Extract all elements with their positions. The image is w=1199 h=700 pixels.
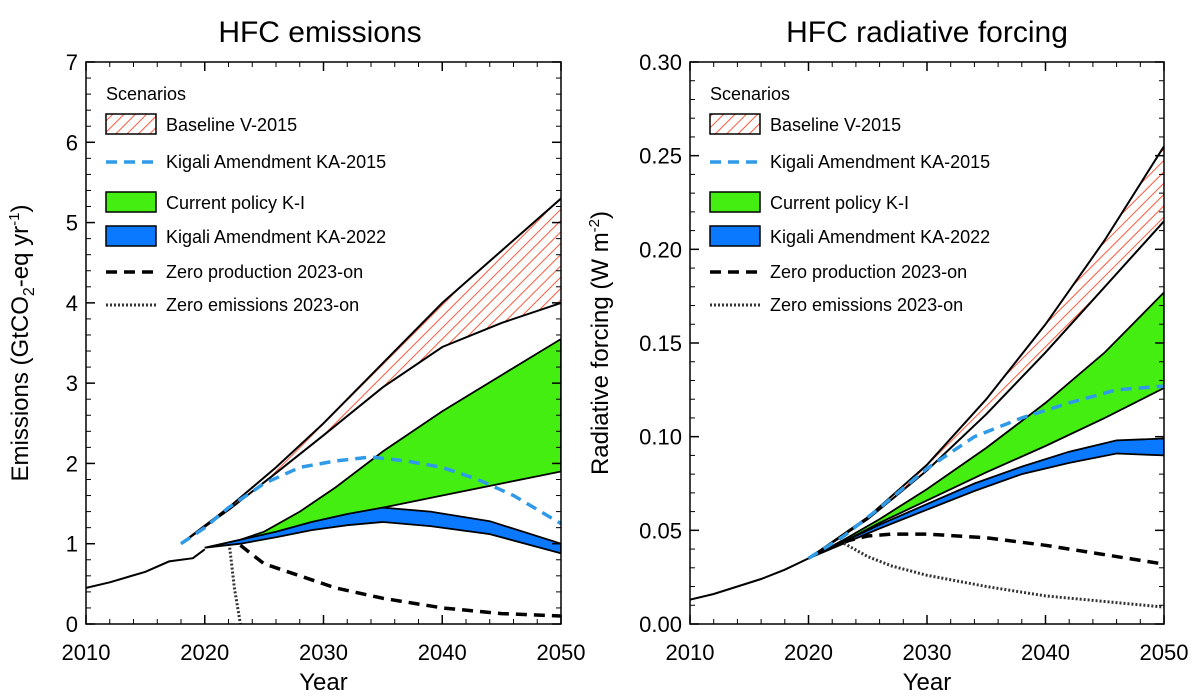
legend-label: Kigali Amendment KA-2015 [770, 152, 990, 172]
y-axis-label: Emissions (GtCO2-eq yr-1) [6, 205, 38, 482]
y-tick-label: 1 [66, 532, 78, 557]
x-tick-label: 2040 [418, 640, 467, 665]
x-tick-label: 2030 [299, 640, 348, 665]
y-tick-label: 2 [66, 451, 78, 476]
zero-production-line [239, 543, 561, 618]
history-line [86, 548, 206, 589]
plot-area [690, 145, 1164, 609]
legend-label: Zero production 2023-on [166, 262, 363, 282]
y-tick-label: 0.25 [639, 144, 682, 169]
y-tick-label: 0.10 [639, 425, 682, 450]
y-tick-label: 0.00 [639, 612, 682, 637]
legend-label: Kigali Amendment KA-2022 [166, 227, 386, 247]
baseline-band [181, 198, 561, 544]
legend-title: Scenarios [106, 84, 186, 104]
y-tick-label: 0 [66, 612, 78, 637]
x-tick-label: 2050 [537, 640, 586, 665]
zero-emissions-line [228, 547, 242, 624]
legend-title: Scenarios [710, 84, 790, 104]
legend-label: Zero production 2023-on [770, 262, 967, 282]
legend: Scenarios Baseline V-2015 Kigali Amendment… [105, 84, 386, 315]
plot-area [86, 197, 561, 624]
legend-swatch-ka2022 [105, 225, 157, 247]
y-tick-label: 6 [66, 130, 78, 155]
x-tick-label: 2020 [784, 640, 833, 665]
zero-production-line [843, 532, 1164, 566]
plot-frame [689, 61, 1165, 625]
current-policy-band [808, 291, 1164, 560]
x-tick-label: 2030 [903, 640, 952, 665]
legend-label: Kigali Amendment KA-2015 [166, 152, 386, 172]
ka2022-band [808, 437, 1164, 560]
chart-panel-2: HFC radiative forcing Year Radiative forci… [586, 16, 1189, 696]
y-tick-label: 0.20 [639, 237, 682, 262]
y-tick-label: 0.15 [639, 331, 682, 356]
baseline-upper-line [180, 197, 561, 545]
x-tick-label: 2020 [180, 640, 229, 665]
chart-title: HFC emissions [218, 16, 421, 49]
legend-swatch-baseline [709, 113, 761, 135]
chart-title: HFC radiative forcing [786, 16, 1068, 49]
zero-emissions-line [843, 542, 1164, 609]
legend-label: Current policy K-I [166, 193, 305, 213]
legend-label: Baseline V-2015 [166, 115, 297, 135]
ka2015-line [807, 384, 1164, 560]
legend-label: Current policy K-I [770, 193, 909, 213]
legend-label: Kigali Amendment KA-2022 [770, 227, 990, 247]
baseline-lower-line [180, 301, 561, 545]
x-tick-label: 2010 [666, 640, 715, 665]
x-tick-label: 2050 [1140, 640, 1189, 665]
y-tick-label: 0.05 [639, 518, 682, 543]
legend-label: Baseline V-2015 [770, 115, 901, 135]
y-tick-label: 3 [66, 371, 78, 396]
x-tick-label: 2040 [1021, 640, 1070, 665]
y-tick-label: 5 [66, 211, 78, 236]
legend-swatch-current-policy [105, 191, 157, 213]
ka2022-band [204, 506, 561, 555]
legend-swatch-current-policy [709, 191, 761, 213]
legend: Scenarios Baseline V-2015 Kigali Amendment… [709, 84, 990, 315]
y-tick-label: 4 [66, 291, 78, 316]
legend-label: Zero emissions 2023-on [166, 295, 359, 315]
chart-panel-1: HFC emissions Year Emissions (GtCO2-eq yr-… [6, 16, 586, 696]
x-tick-label: 2010 [62, 640, 111, 665]
ka2015-line [180, 455, 561, 546]
y-tick-label: 0.30 [639, 50, 682, 75]
legend-swatch-ka2022 [709, 225, 761, 247]
y-axis-label: Radiative forcing (W m-2) [586, 211, 614, 475]
x-axis-label: Year [903, 669, 952, 695]
legend-swatch-baseline [105, 113, 157, 135]
plot-frame [85, 61, 562, 625]
history-line [690, 557, 809, 601]
baseline-lower-line [807, 220, 1164, 560]
legend-label: Zero emissions 2023-on [770, 295, 963, 315]
y-tick-label: 7 [66, 50, 78, 75]
x-axis-label: Year [299, 669, 348, 695]
